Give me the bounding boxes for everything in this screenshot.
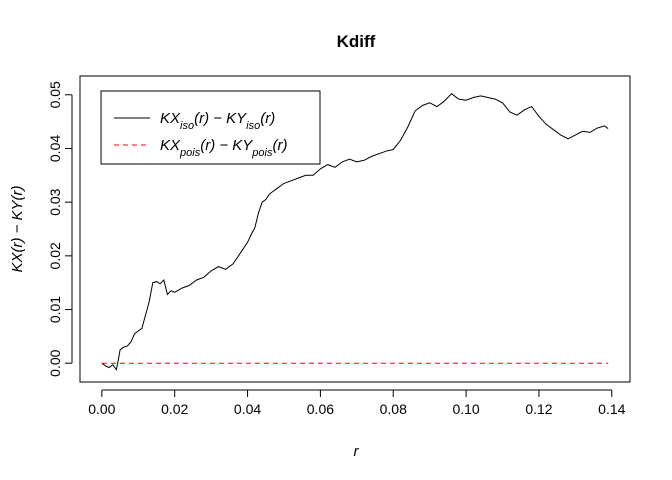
x-tick-label: 0.06 [307, 401, 334, 417]
x-tick-label: 0.08 [380, 401, 407, 417]
x-tick-label: 0.04 [234, 401, 261, 417]
x-tick-label: 0.02 [161, 401, 188, 417]
legend: KXiso(r) − KYiso(r) KXpois(r) − KYpois(r) [100, 90, 321, 165]
legend-label-1: KXiso(r) − KYiso(r) [160, 110, 275, 132]
y-axis-label: KX(r) − KY(r) [9, 185, 26, 272]
series-line-1 [101, 93, 609, 371]
x-tick-label: 0.00 [88, 401, 115, 417]
chart-title: Kdiff [337, 32, 376, 51]
x-tick-label: 0.10 [452, 401, 479, 417]
legend-label-2: KXpois(r) − KYpois(r) [160, 137, 287, 159]
y-tick-label: 0.00 [47, 349, 63, 376]
y-tick-label: 0.01 [47, 296, 63, 323]
plot-frame [79, 75, 631, 383]
y-tick-label: 0.04 [47, 135, 63, 162]
x-tick-label: 0.12 [525, 401, 552, 417]
y-tick-label: 0.03 [47, 188, 63, 215]
x-axis: 0.00 0.02 0.04 0.06 0.08 0.10 0.12 0.14 [88, 389, 626, 417]
y-tick-label: 0.02 [47, 242, 63, 269]
x-tick-label: 0.14 [598, 401, 625, 417]
y-tick-label: 0.05 [47, 81, 63, 108]
x-axis-label: r [354, 443, 360, 460]
legend-box [100, 90, 321, 165]
y-axis: 0.00 0.01 0.02 0.03 0.04 0.05 [47, 81, 73, 377]
